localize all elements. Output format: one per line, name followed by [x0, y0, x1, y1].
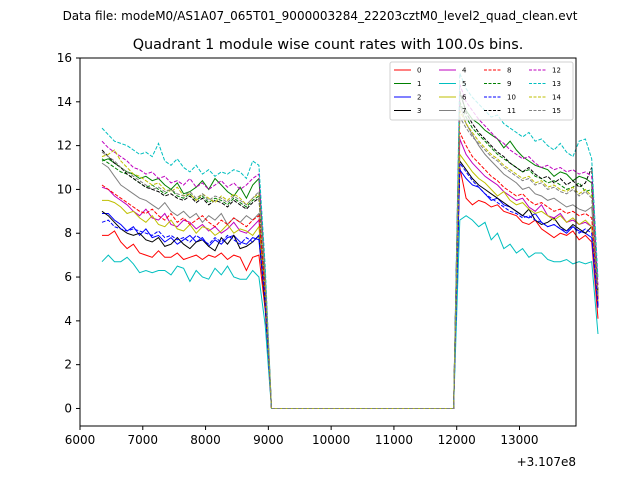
chart-title: Quadrant 1 module wise count rates with … [133, 37, 524, 53]
series-line-8 [101, 132, 599, 409]
x-tick-label: 9000 [253, 433, 284, 447]
series-line-15 [101, 115, 599, 409]
y-tick-label: 16 [57, 51, 72, 65]
series-line-12 [101, 84, 599, 409]
x-tick-label: 7000 [128, 433, 159, 447]
legend-entry: 12 [552, 67, 561, 75]
plot-frame [79, 57, 577, 427]
plot-lines [101, 73, 599, 409]
series-line-2 [102, 168, 599, 409]
series-line-10 [101, 161, 599, 409]
legend-entry: 5 [462, 80, 466, 88]
series-line-13 [101, 73, 599, 409]
y-tick-label: 14 [57, 95, 72, 109]
legend-entry: 6 [462, 94, 467, 102]
legend-entry: 7 [462, 107, 466, 115]
x-tick-label: 10000 [312, 433, 350, 447]
legend-entry: 1 [417, 80, 421, 88]
legend-entry: 15 [552, 107, 561, 115]
series-line-6 [102, 152, 599, 409]
series-line-9 [101, 101, 599, 409]
legend-entry: 3 [417, 107, 421, 115]
series-line-14 [101, 110, 599, 409]
legend-entry: 11 [507, 107, 516, 115]
series-line-5 [101, 215, 599, 409]
y-tick-label: 2 [64, 358, 72, 372]
axis-ticks: 6000 7000 8000 9000 10000 11000 12000 13000 0 2 4 6… [57, 51, 539, 447]
y-tick-label: 12 [57, 139, 72, 153]
x-offset-label: +3.107e8 [517, 455, 576, 469]
x-tick-label: 8000 [190, 433, 221, 447]
legend-entry: 14 [552, 94, 561, 102]
series-line-7 [101, 103, 599, 409]
x-tick-label: 6000 [65, 433, 96, 447]
legend-entry: 13 [552, 80, 561, 88]
legend-entry: 2 [417, 94, 421, 102]
chart-suptitle: Data file: modeM0/AS1A07_065T01_90000032… [63, 9, 578, 23]
y-tick-label: 0 [64, 401, 72, 415]
y-tick-label: 6 [64, 270, 72, 284]
legend-entry: 10 [507, 94, 516, 102]
y-tick-label: 4 [64, 314, 72, 328]
legend-box [389, 61, 574, 121]
legend-entry: 9 [507, 80, 511, 88]
x-tick-label: 13000 [500, 433, 538, 447]
legend-entry: 0 [417, 67, 421, 75]
legend-entry: 4 [462, 67, 467, 75]
series-line-4 [101, 138, 599, 409]
x-tick-label: 12000 [438, 433, 476, 447]
x-tick-label: 11000 [375, 433, 413, 447]
legend-entry: 8 [507, 67, 511, 75]
y-tick-label: 8 [64, 226, 72, 240]
y-tick-label: 10 [57, 182, 72, 196]
